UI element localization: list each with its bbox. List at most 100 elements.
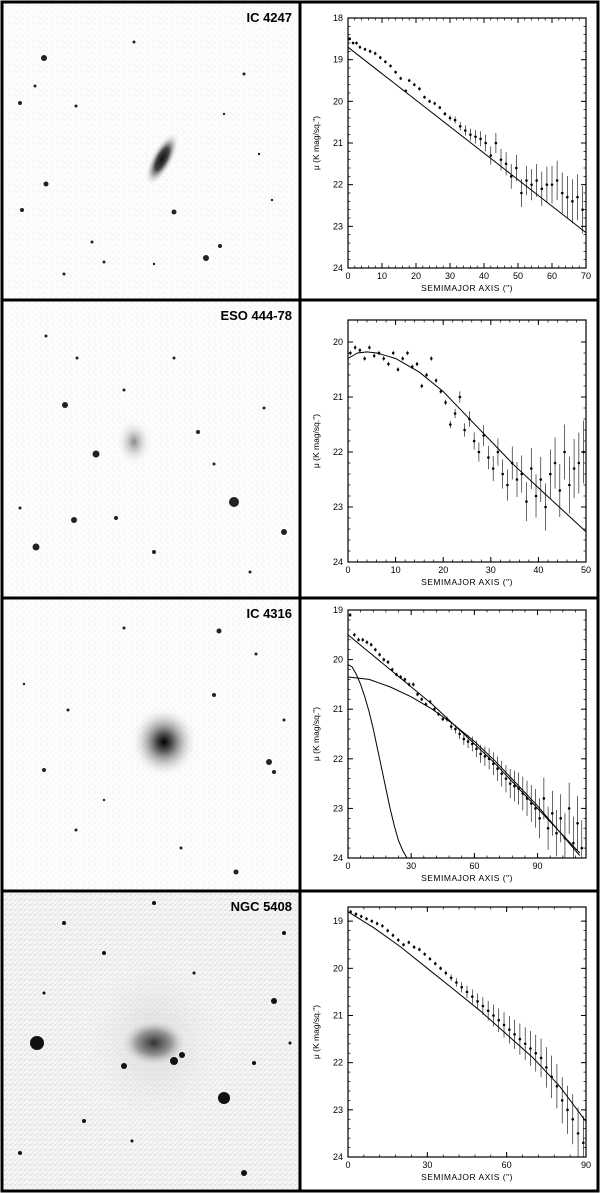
data-point [361,638,365,642]
data-point [567,807,571,810]
data-point [497,1018,501,1022]
data-point [465,990,469,994]
data-point [399,77,402,80]
x-tick-label: 60 [469,861,479,871]
data-point [433,962,437,965]
galaxy-label: NGC 5408 [230,899,292,914]
data-point [407,683,411,686]
x-tick-label: 90 [581,1160,591,1170]
profile-plot: 0 30 60 90 19 20 21 22 23 24 SEMIMAJOR AXIS (") μ (… [311,605,587,883]
data-point [484,141,487,145]
data-point [390,668,394,671]
panel-row: ESO 444-78 0 10 20 30 40 50 20 21 22 23 24 SEMIMAJO… [0,302,600,596]
data-point [486,1009,490,1013]
data-point [355,41,358,45]
data-point [375,922,379,925]
y-tick-label: 22 [333,754,343,764]
data-point [449,725,453,728]
y-tick-label: 20 [333,963,343,973]
x-tick-label: 30 [486,565,496,575]
data-point [571,200,574,203]
data-point [458,125,462,128]
data-point [520,472,524,476]
data-point [539,478,543,481]
y-tick-label: 23 [333,502,343,512]
data-point [358,45,362,49]
panel-row: IC 4316 0 30 60 90 19 20 21 22 23 24 SEMIMAJOR AXI… [0,600,600,889]
data-point [477,450,481,454]
y-tick-label: 19 [333,605,343,615]
data-point [481,1004,485,1008]
profile-plot-panel: 0 30 60 90 19 20 21 22 23 24 SEMIMAJOR AXIS (") μ (… [300,600,596,889]
x-tick-label: 0 [345,1160,350,1170]
y-tick-label: 21 [333,138,343,148]
data-point [545,183,549,186]
data-point [475,747,478,751]
data-point [455,981,458,984]
data-point [448,116,452,120]
y-tick-label: 24 [333,853,343,863]
x-tick-label: 40 [479,271,489,281]
data-point [395,673,398,676]
data-point [483,755,487,758]
data-point [458,395,462,399]
data-point [491,467,495,470]
profile-plot-panel: 0 10 20 30 40 50 20 21 22 23 24 SEMIMAJOR AXIS (") μ… [300,302,596,596]
data-point [378,653,381,656]
data-point [469,133,472,136]
data-point [454,727,457,731]
data-point [413,83,416,86]
data-point [468,417,471,421]
fit-curve [347,911,587,1122]
data-point [412,945,416,949]
data-point [529,1047,532,1050]
data-point [518,1037,522,1041]
panel-row: NGC 5408 0 30 60 90 19 20 21 22 23 24 SEMIMAJOR AX… [0,893,600,1189]
y-tick-label: 19 [333,55,343,65]
data-point [538,817,541,820]
data-point [580,846,584,850]
x-tick-label: 20 [438,565,448,575]
data-point [410,365,414,369]
data-point [377,351,381,355]
data-point [373,52,377,55]
data-point [515,478,519,481]
x-tick-label: 30 [422,1160,432,1170]
data-point [577,461,581,465]
x-tick-label: 30 [445,271,455,281]
data-point [540,187,544,191]
data-point [521,792,525,795]
data-point [372,354,376,358]
y-tick-label: 22 [333,1058,343,1068]
data-point [428,700,432,704]
galaxy-label: IC 4316 [246,606,292,621]
x-tick-label: 10 [377,271,387,281]
y-tick-label: 23 [333,1105,343,1115]
galaxy-image-panel: IC 4247 [4,4,300,298]
data-point [391,934,395,937]
data-point [558,489,562,492]
data-point [369,643,373,647]
data-point [381,924,384,928]
data-point [566,1108,569,1112]
data-point [406,351,409,355]
data-point [560,1099,564,1102]
data-point [348,37,351,41]
galaxy-image [4,600,300,889]
data-point [349,351,352,355]
data-point [515,166,518,170]
data-point [529,802,533,805]
data-point [407,941,411,944]
data-point [423,95,426,99]
data-point [403,678,407,681]
data-point [430,357,433,360]
data-point [550,1075,553,1079]
data-point [525,179,528,182]
profile-plot: 0 10 20 30 40 50 20 21 22 23 24 SEMIMAJOR AXIS (") μ… [311,319,591,587]
data-point [433,102,436,105]
data-point [546,826,550,830]
x-tick-label: 30 [406,861,416,871]
x-tick-label: 60 [547,271,557,281]
plot-frame [347,17,587,269]
data-point [418,87,421,91]
